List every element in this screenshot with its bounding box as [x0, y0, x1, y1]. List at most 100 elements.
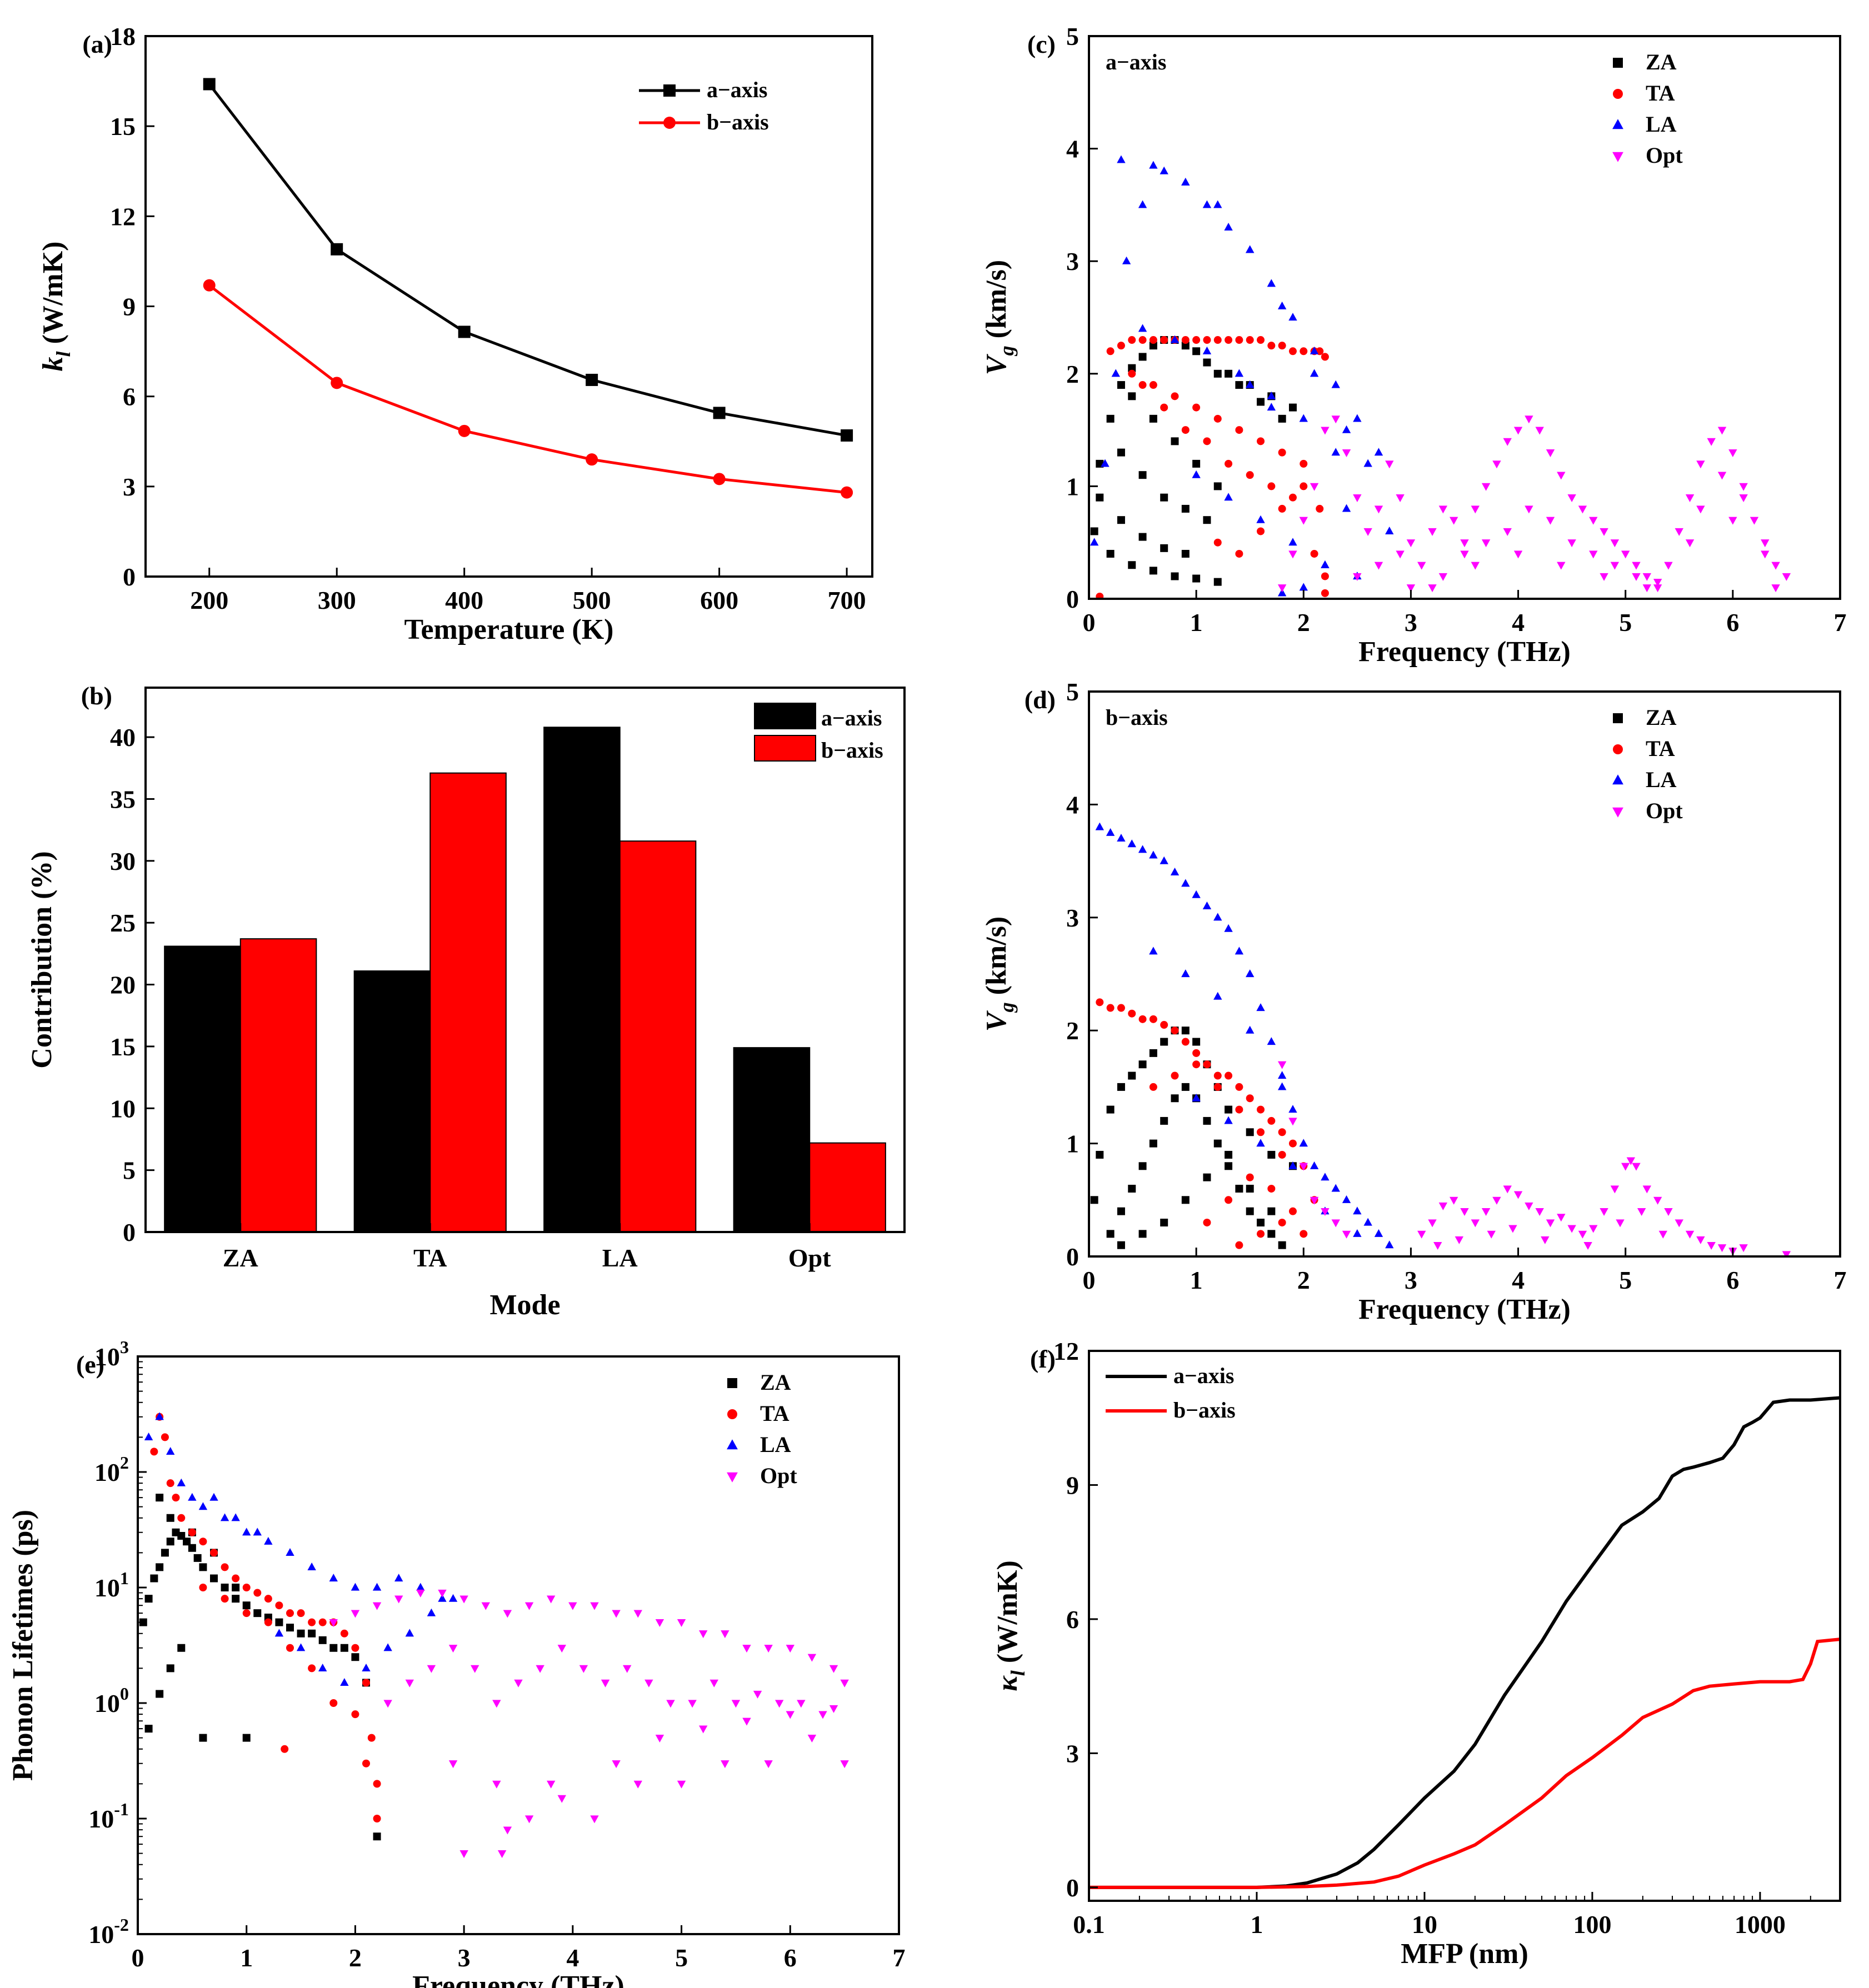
- plot-area: [203, 78, 853, 499]
- point-ta: [1288, 1139, 1297, 1148]
- point-opt: [1632, 562, 1641, 570]
- y-tick-label: 30: [110, 847, 136, 875]
- y-tick-label: 100: [94, 1684, 129, 1717]
- point-za: [193, 1554, 202, 1562]
- y-axis-label: Contribution (%): [26, 851, 58, 1068]
- point-ta: [1128, 336, 1136, 344]
- point-la: [1267, 403, 1276, 411]
- point-ta: [1096, 592, 1104, 599]
- point-za: [1213, 1139, 1222, 1148]
- point-la: [188, 1493, 197, 1501]
- y-axis-label-rest: (km/s): [981, 260, 1012, 346]
- y-tick-label: 1: [1066, 1130, 1079, 1158]
- point-ta: [1181, 426, 1190, 434]
- point-opt: [1471, 505, 1480, 514]
- point-la: [438, 1594, 447, 1602]
- point-la: [1170, 335, 1180, 343]
- point-ta: [1149, 381, 1157, 389]
- point-opt: [1557, 562, 1566, 570]
- point-la: [1277, 1082, 1287, 1090]
- point-la: [1202, 200, 1212, 208]
- point-opt: [1481, 483, 1491, 491]
- plot-area: [1090, 155, 1791, 599]
- point-la: [286, 1548, 294, 1556]
- point-za: [188, 1544, 196, 1552]
- y-tick-label: 10-2: [88, 1915, 129, 1949]
- point-ta: [188, 1528, 196, 1536]
- x-tick-label: 2: [1297, 608, 1310, 637]
- x-tick-label: 100: [1573, 1910, 1611, 1939]
- point-la: [1342, 425, 1351, 433]
- point-ta: [1278, 448, 1286, 457]
- point-za: [1138, 1060, 1147, 1069]
- x-tick-label: 0: [1083, 1266, 1096, 1294]
- point-opt: [666, 1700, 675, 1708]
- point-la: [220, 1513, 229, 1521]
- point-opt: [1525, 1202, 1533, 1210]
- point-za: [242, 1601, 251, 1610]
- point-za: [1149, 1049, 1157, 1057]
- panel-label: (b): [81, 682, 112, 710]
- legend-label: LA: [760, 1432, 791, 1457]
- point-opt: [1481, 539, 1491, 548]
- point-opt: [459, 1850, 468, 1859]
- point-ta: [1160, 1021, 1168, 1029]
- y-tick-label-base: 10: [94, 1689, 120, 1717]
- point-la: [1246, 1025, 1255, 1034]
- point-za: [1090, 1196, 1098, 1204]
- x-tick-label: LA: [602, 1244, 638, 1272]
- point-ta: [264, 1618, 272, 1626]
- marker-b-axis: [713, 473, 726, 485]
- point-opt: [1525, 415, 1533, 424]
- point-za: [1181, 1026, 1190, 1035]
- point-opt: [503, 1610, 512, 1618]
- point-opt: [1455, 1236, 1464, 1244]
- point-la: [1138, 200, 1147, 208]
- point-opt: [1658, 1230, 1668, 1239]
- point-ta: [329, 1699, 338, 1707]
- panel-e: 0 1 2 3 4 5 6 710-210-1100101102103ZATALAOptFre…: [7, 1337, 906, 1988]
- point-opt: [1481, 1208, 1491, 1216]
- point-la: [1117, 155, 1126, 163]
- point-opt: [1374, 562, 1383, 570]
- point-ta: [1181, 336, 1190, 344]
- point-za: [308, 1629, 316, 1638]
- point-ta: [1192, 336, 1201, 344]
- point-opt: [1310, 483, 1319, 491]
- legend-label: TA: [1646, 81, 1675, 106]
- y-axis-label-main: κ: [992, 1675, 1023, 1691]
- point-opt: [1513, 1191, 1523, 1199]
- y-tick-label: 3: [1066, 1739, 1079, 1767]
- panel-label: (a): [82, 30, 112, 58]
- point-ta: [232, 1574, 240, 1583]
- point-opt: [1583, 1242, 1592, 1250]
- y-tick-label: 5: [1066, 22, 1079, 51]
- point-opt: [1637, 1208, 1646, 1216]
- point-opt: [1589, 550, 1598, 559]
- point-opt: [1632, 573, 1641, 581]
- point-za: [1096, 1150, 1104, 1159]
- point-opt: [612, 1760, 621, 1769]
- bar-la-b-axis: [619, 840, 697, 1233]
- bar-la-a-axis: [543, 727, 621, 1233]
- point-ta: [1257, 1230, 1265, 1238]
- point-opt: [1396, 494, 1405, 503]
- point-la: [1310, 369, 1319, 377]
- point-opt: [633, 1780, 642, 1789]
- point-opt: [1739, 483, 1748, 491]
- point-opt: [612, 1610, 621, 1618]
- panel-b: ZA TA LA Opt 0 5 10 15 20 25 30 35 40 a−axis b−axis Mod…: [26, 682, 906, 1321]
- point-la: [1353, 1206, 1362, 1215]
- legend-marker: [727, 1409, 737, 1419]
- point-opt: [394, 1595, 403, 1604]
- point-ta: [242, 1584, 251, 1591]
- point-la: [1363, 1218, 1372, 1226]
- marker-a-axis: [203, 78, 216, 91]
- point-opt: [1385, 460, 1394, 469]
- point-opt: [1557, 472, 1566, 480]
- x-tick-label: 4: [1512, 1266, 1525, 1294]
- point-opt: [840, 1760, 849, 1769]
- point-la: [231, 1513, 240, 1521]
- y-axis-label-rest: (W/mK): [37, 242, 69, 352]
- point-ta: [1321, 353, 1329, 361]
